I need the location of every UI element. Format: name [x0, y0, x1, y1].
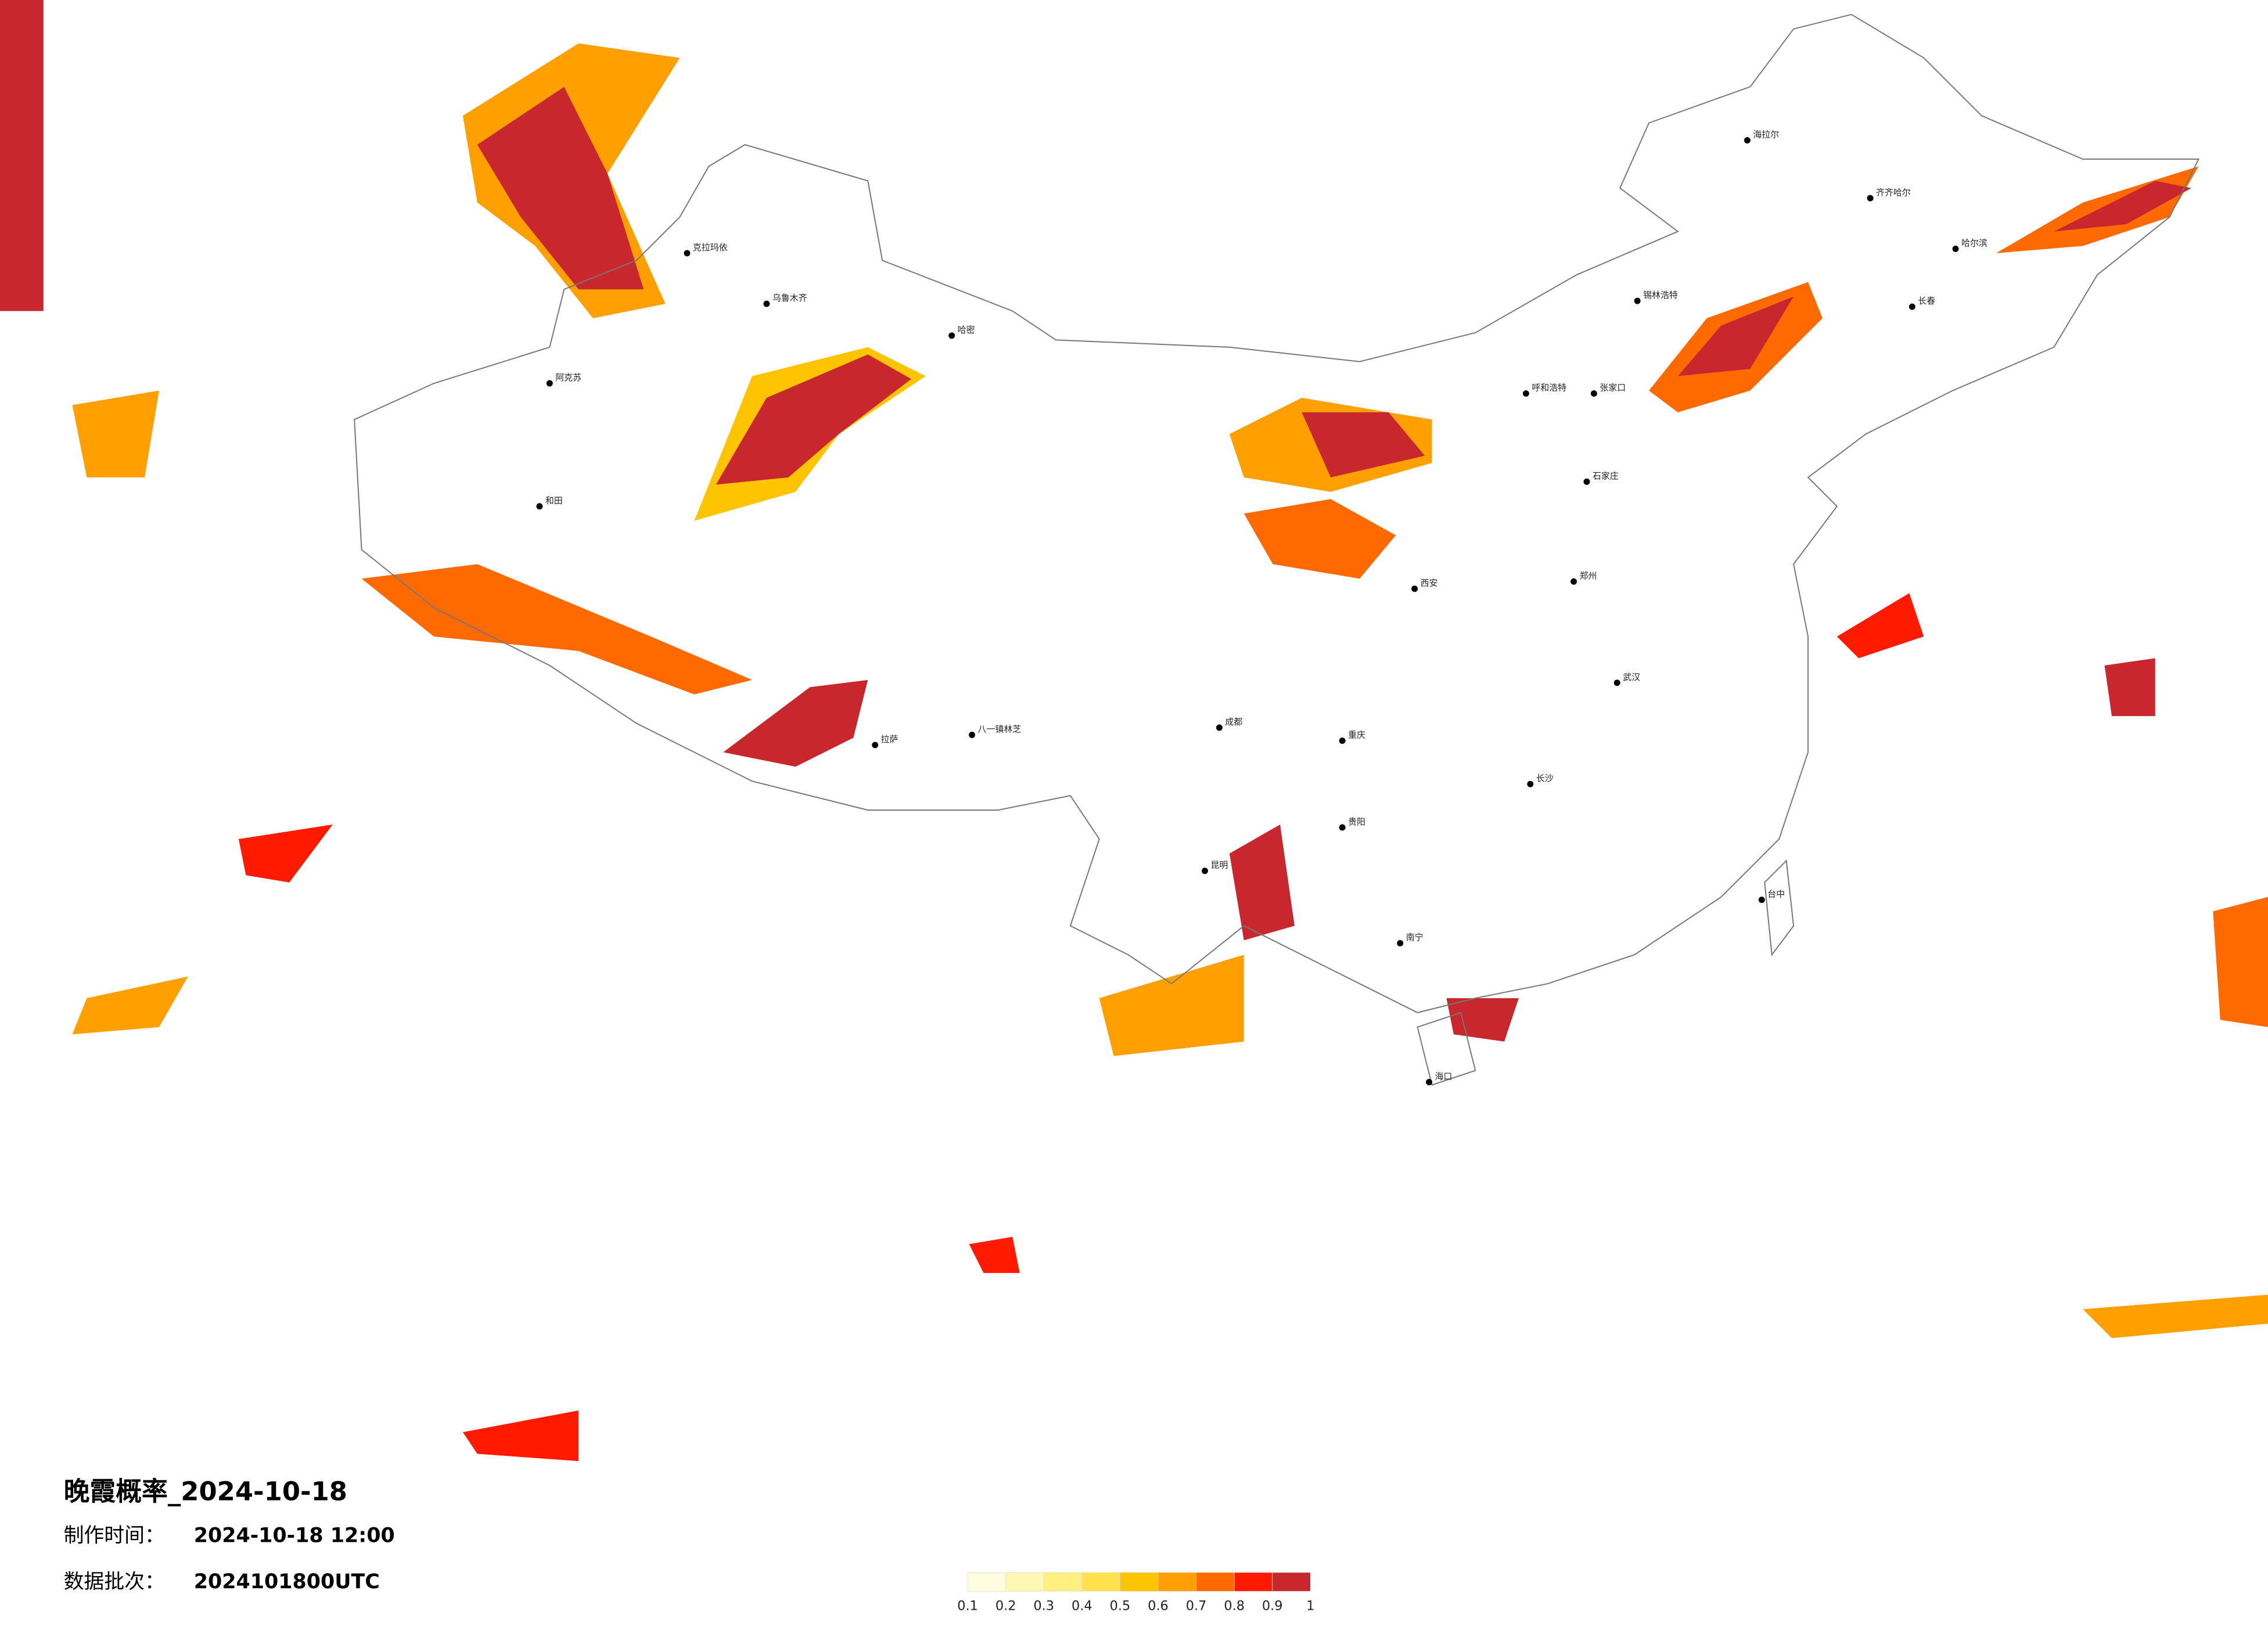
city-dot: [1908, 303, 1915, 310]
batch: 2024101800UTC: [194, 1570, 380, 1593]
city-label: 西安: [1421, 578, 1438, 588]
city-dot: [1613, 679, 1620, 686]
colorbar-swatch: [1120, 1572, 1159, 1592]
city-label: 石家庄: [1593, 471, 1619, 481]
colorbar-label: 0.2: [995, 1599, 1016, 1614]
colorbar-swatch: [967, 1572, 1007, 1592]
city-dot: [1634, 297, 1641, 304]
city-dot: [1202, 868, 1209, 875]
colorbar-swatch: [1005, 1572, 1044, 1592]
made-time: 2024-10-18 12:00: [194, 1524, 395, 1548]
city-label: 拉萨: [881, 734, 898, 744]
city-label: 海拉尔: [1753, 129, 1779, 140]
city-dot: [1867, 195, 1874, 202]
city-label: 南宁: [1406, 932, 1424, 942]
colorbar-swatch: [1043, 1572, 1083, 1592]
probability-field: [0, 0, 2268, 1462]
city-label: 齐齐哈尔: [1876, 187, 1911, 197]
city-label: 台中: [1767, 888, 1785, 899]
city-dot: [1583, 479, 1590, 485]
city-label: 哈尔滨: [1961, 238, 1987, 248]
colorbar: 0.1 0.2 0.3 0.4 0.5 0.6 0.7 0.8 0.9 1: [957, 1572, 1314, 1614]
colorbar-label: 1: [1306, 1599, 1314, 1614]
city-dot: [1527, 780, 1534, 787]
colorbar-label: 0.8: [1224, 1599, 1245, 1614]
city-dot: [1758, 896, 1765, 903]
city-label: 海口: [1435, 1071, 1453, 1081]
colorbar-swatch: [1234, 1572, 1273, 1592]
city-dot: [1397, 940, 1404, 947]
colorbar-label: 0.6: [1148, 1599, 1169, 1614]
city-dot: [1590, 390, 1597, 397]
batch-label: 数据批次：: [64, 1570, 165, 1593]
city-label: 重庆: [1348, 729, 1365, 740]
colorbar-label: 0.5: [1110, 1599, 1131, 1614]
city-label: 长沙: [1536, 773, 1554, 783]
city-label: 贵阳: [1348, 816, 1365, 827]
city-dot: [1744, 137, 1751, 144]
city-label: 武汉: [1623, 672, 1640, 682]
city-label: 成都: [1225, 717, 1242, 727]
city-dot: [1339, 737, 1346, 744]
city-dot: [1339, 824, 1346, 831]
city-dot: [1952, 245, 1959, 252]
city-label: 克拉玛依: [693, 242, 728, 253]
city-dot: [684, 250, 691, 257]
colorbar-label: 0.4: [1072, 1599, 1092, 1614]
colorbar-swatch: [1196, 1572, 1235, 1592]
colorbar-label: 0.7: [1186, 1599, 1207, 1614]
city-label: 哈密: [958, 325, 975, 335]
city-dot: [1522, 390, 1529, 397]
city-label: 阿克苏: [555, 372, 581, 383]
city-dot: [948, 332, 955, 339]
colorbar-swatch: [1272, 1572, 1311, 1592]
colorbar-swatch: [1158, 1572, 1196, 1592]
city-label: 八一镇林芝: [978, 724, 1022, 734]
city-label: 长春: [1918, 296, 1935, 306]
city-dot: [536, 503, 543, 510]
made-label: 制作时间：: [64, 1524, 165, 1548]
borders: [354, 13, 2200, 1086]
city-label: 呼和浩特: [1532, 383, 1566, 393]
city-label: 和田: [545, 495, 563, 506]
city-dot: [872, 742, 879, 749]
colorbar-label: 0.1: [957, 1599, 978, 1614]
colorbar-label: 0.3: [1033, 1599, 1054, 1614]
colorbar-swatch: [1081, 1572, 1120, 1592]
city-dot: [1570, 578, 1577, 585]
city-label: 昆明: [1210, 860, 1228, 870]
city-dot: [763, 300, 770, 307]
city-dot: [546, 380, 553, 387]
colorbar-label: 0.9: [1262, 1599, 1283, 1614]
city-dot: [1216, 724, 1223, 731]
city-label: 郑州: [1580, 570, 1597, 581]
city-dot: [969, 732, 976, 738]
city-label: 张家口: [1600, 383, 1626, 393]
title: 晚霞概率_2024-10-18: [64, 1476, 347, 1506]
city-dot: [1411, 585, 1418, 592]
city-label: 乌鲁木齐: [772, 293, 807, 303]
city-dot: [1426, 1078, 1433, 1085]
city-label: 锡林浩特: [1643, 290, 1678, 300]
